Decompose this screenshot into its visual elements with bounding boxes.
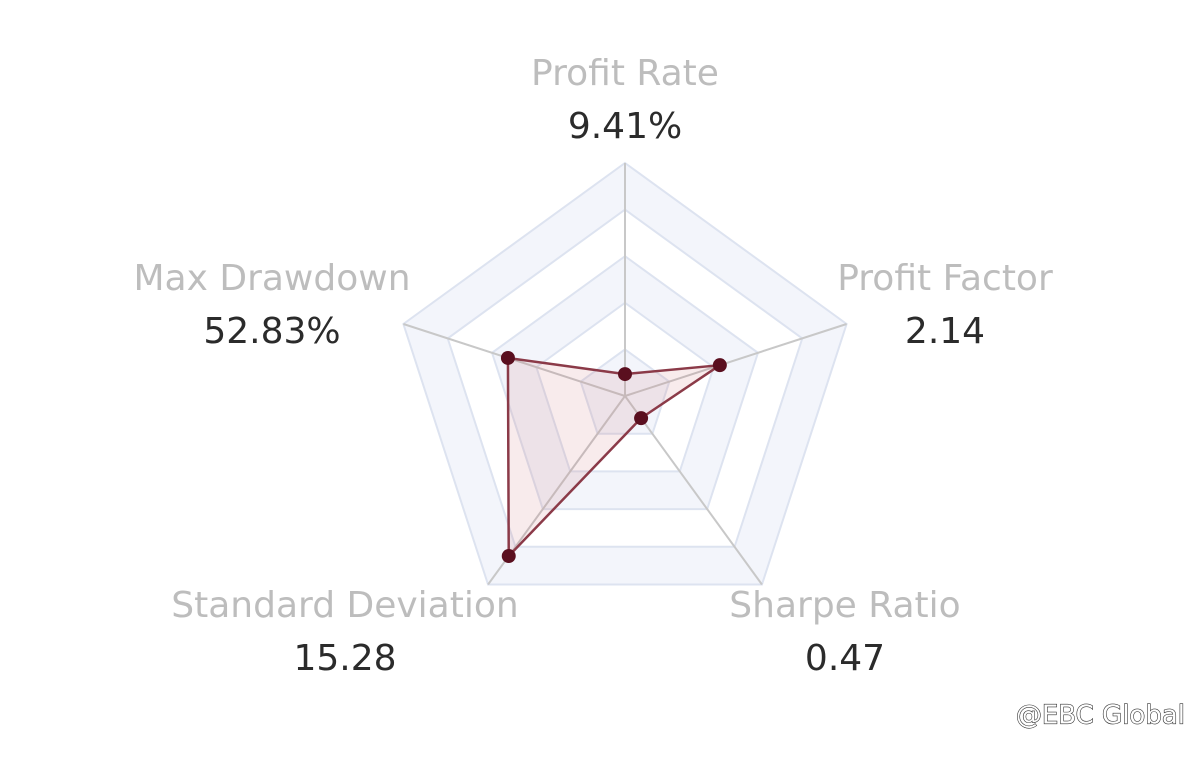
axis-label: Sharpe Ratio xyxy=(729,585,960,626)
radar-point xyxy=(634,411,649,426)
radar-point xyxy=(618,367,632,382)
axis-label: Profit Rate xyxy=(531,53,719,94)
watermark: @EBC Global xyxy=(1016,701,1185,731)
value-label: 52.83% xyxy=(203,311,340,352)
axis-label: Standard Deviation xyxy=(171,585,518,626)
radar-area xyxy=(506,356,722,558)
axis-label: Profit Factor xyxy=(837,258,1053,299)
value-label: 15.28 xyxy=(293,638,396,679)
value-label: 9.41% xyxy=(568,106,682,147)
radar-axis xyxy=(624,395,763,586)
radar-point xyxy=(501,549,516,564)
value-label: 0.47 xyxy=(805,638,885,679)
radar-axis xyxy=(624,323,847,397)
value-label: 2.14 xyxy=(905,311,985,352)
radar-point xyxy=(712,358,727,373)
radar-point xyxy=(500,350,515,365)
axis-label: Max Drawdown xyxy=(133,258,410,299)
